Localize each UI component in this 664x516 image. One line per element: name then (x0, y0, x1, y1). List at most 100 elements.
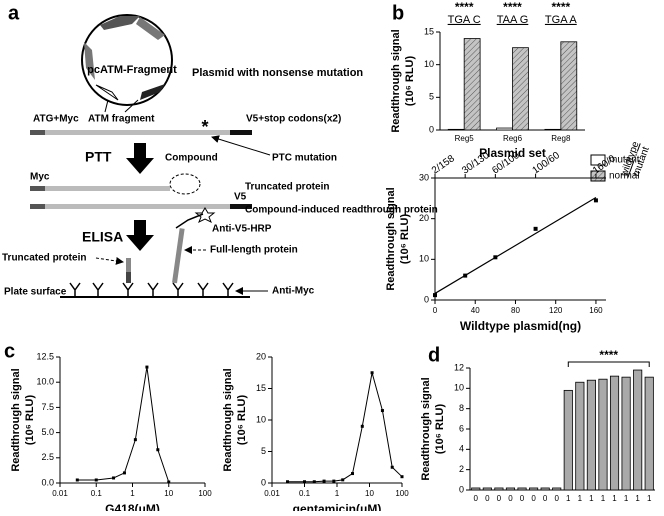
x-tick-label: 1 (635, 494, 640, 503)
step: ELISA (82, 229, 123, 245)
y-tick-label: 5 (429, 92, 434, 102)
label: Anti-V5-HRP (212, 224, 272, 235)
x-tick-label: Reg6 (503, 134, 523, 143)
step: PTT (85, 149, 112, 165)
bar (517, 487, 527, 491)
legend-label: mutant (609, 155, 640, 166)
label: ATG+Myc (33, 114, 79, 125)
bar (447, 128, 465, 131)
bar (512, 47, 529, 131)
bar (575, 381, 585, 491)
bar (496, 127, 513, 131)
bracket-label: **** (599, 348, 618, 362)
antibody (175, 213, 204, 229)
significance: **** (503, 0, 522, 14)
y-tick-label: 12.5 (36, 351, 54, 361)
x-tick-label: Reg5 (455, 134, 475, 143)
bar (505, 487, 516, 491)
x-tick-label: 0.01 (264, 489, 280, 498)
point (380, 409, 384, 413)
plasmid (81, 14, 173, 106)
x-tick-label: 40 (471, 306, 480, 315)
protein-stick (126, 258, 131, 283)
y-tick-label: 15 (424, 26, 434, 36)
y-tick-label: 0 (429, 124, 434, 134)
arrow (211, 135, 271, 156)
bar (644, 376, 654, 491)
bar (529, 487, 539, 491)
plasmid-name: pcATM-Fragment (87, 64, 177, 76)
y-tick-label: 5 (261, 446, 266, 456)
point (332, 479, 336, 483)
legend-swatch (590, 170, 606, 182)
label: V5 (234, 192, 247, 203)
bar (544, 128, 562, 131)
bar (471, 487, 481, 491)
panel-label: c (4, 340, 15, 362)
y-axis-label: (10⁶ RLU) (399, 214, 411, 265)
annotation: TGA C (448, 14, 481, 26)
y-tick-label: 15 (256, 383, 266, 393)
bracket (567, 361, 650, 367)
x-tick-label: Reg8 (551, 134, 571, 143)
protein-stick (172, 228, 185, 284)
bar (540, 487, 550, 491)
bar (482, 487, 492, 491)
point (286, 480, 290, 484)
x-tick-label: 0 (433, 306, 438, 315)
point (167, 480, 171, 484)
bar (609, 375, 620, 491)
point (133, 438, 137, 442)
point (351, 472, 355, 476)
x-tick-label: 0.1 (299, 489, 311, 498)
top-label: 2/158 (430, 153, 457, 177)
y-tick-label: 0 (261, 477, 266, 487)
significance: **** (551, 0, 570, 14)
protein-segment (45, 204, 230, 209)
legend-swatch (590, 154, 606, 166)
x-tick-label: 0 (554, 494, 559, 503)
x-tick-label: 0 (520, 494, 525, 503)
label: PTC mutation (272, 153, 337, 164)
y-axis-label: Readthrough signal (420, 377, 432, 480)
label: Truncated protein (245, 182, 329, 193)
x-tick-label: 160 (589, 306, 603, 315)
big-arrow (126, 143, 154, 174)
x-tick-label: 1 (578, 494, 583, 503)
x-tick-label: 1 (647, 494, 652, 503)
point (322, 479, 326, 483)
label: Anti-Myc (272, 286, 315, 297)
protein-segment (45, 186, 170, 191)
point (312, 480, 316, 484)
bar (463, 38, 481, 131)
plasmid-segment (136, 17, 165, 40)
y-axis-label: (10⁶ RLU) (236, 395, 248, 446)
x-tick-label: 120 (549, 306, 563, 315)
diagram: pcATM-Fragment Plasmid with nonsense mut… (2, 14, 438, 298)
x-tick-label: 0 (497, 494, 502, 503)
annotation: TAA G (497, 14, 529, 26)
significance: **** (455, 0, 474, 14)
y-tick-label: 20 (256, 351, 266, 361)
label: Compound-induced readthrough protein (245, 205, 438, 216)
plasmid-segment (95, 84, 119, 101)
big-arrow (126, 220, 154, 251)
label: Plate surface (4, 287, 67, 298)
pointer (104, 99, 109, 113)
protein-segment (30, 186, 45, 191)
y-tick-label: 10 (256, 414, 266, 424)
point (533, 226, 538, 231)
x-tick-label: 0 (474, 494, 479, 503)
x-tick-label: 1 (130, 489, 135, 498)
bar (633, 369, 643, 491)
annotation: TGA A (545, 14, 577, 26)
x-tick-label: 0 (508, 494, 513, 503)
x-tick-label: 1 (612, 494, 617, 503)
x-tick-label: 10 (365, 489, 374, 498)
gene-segment (45, 130, 230, 135)
y-tick-label: 8 (459, 403, 464, 413)
point (94, 478, 98, 482)
hrp-star (194, 207, 216, 224)
x-tick-label: 100 (395, 489, 409, 498)
